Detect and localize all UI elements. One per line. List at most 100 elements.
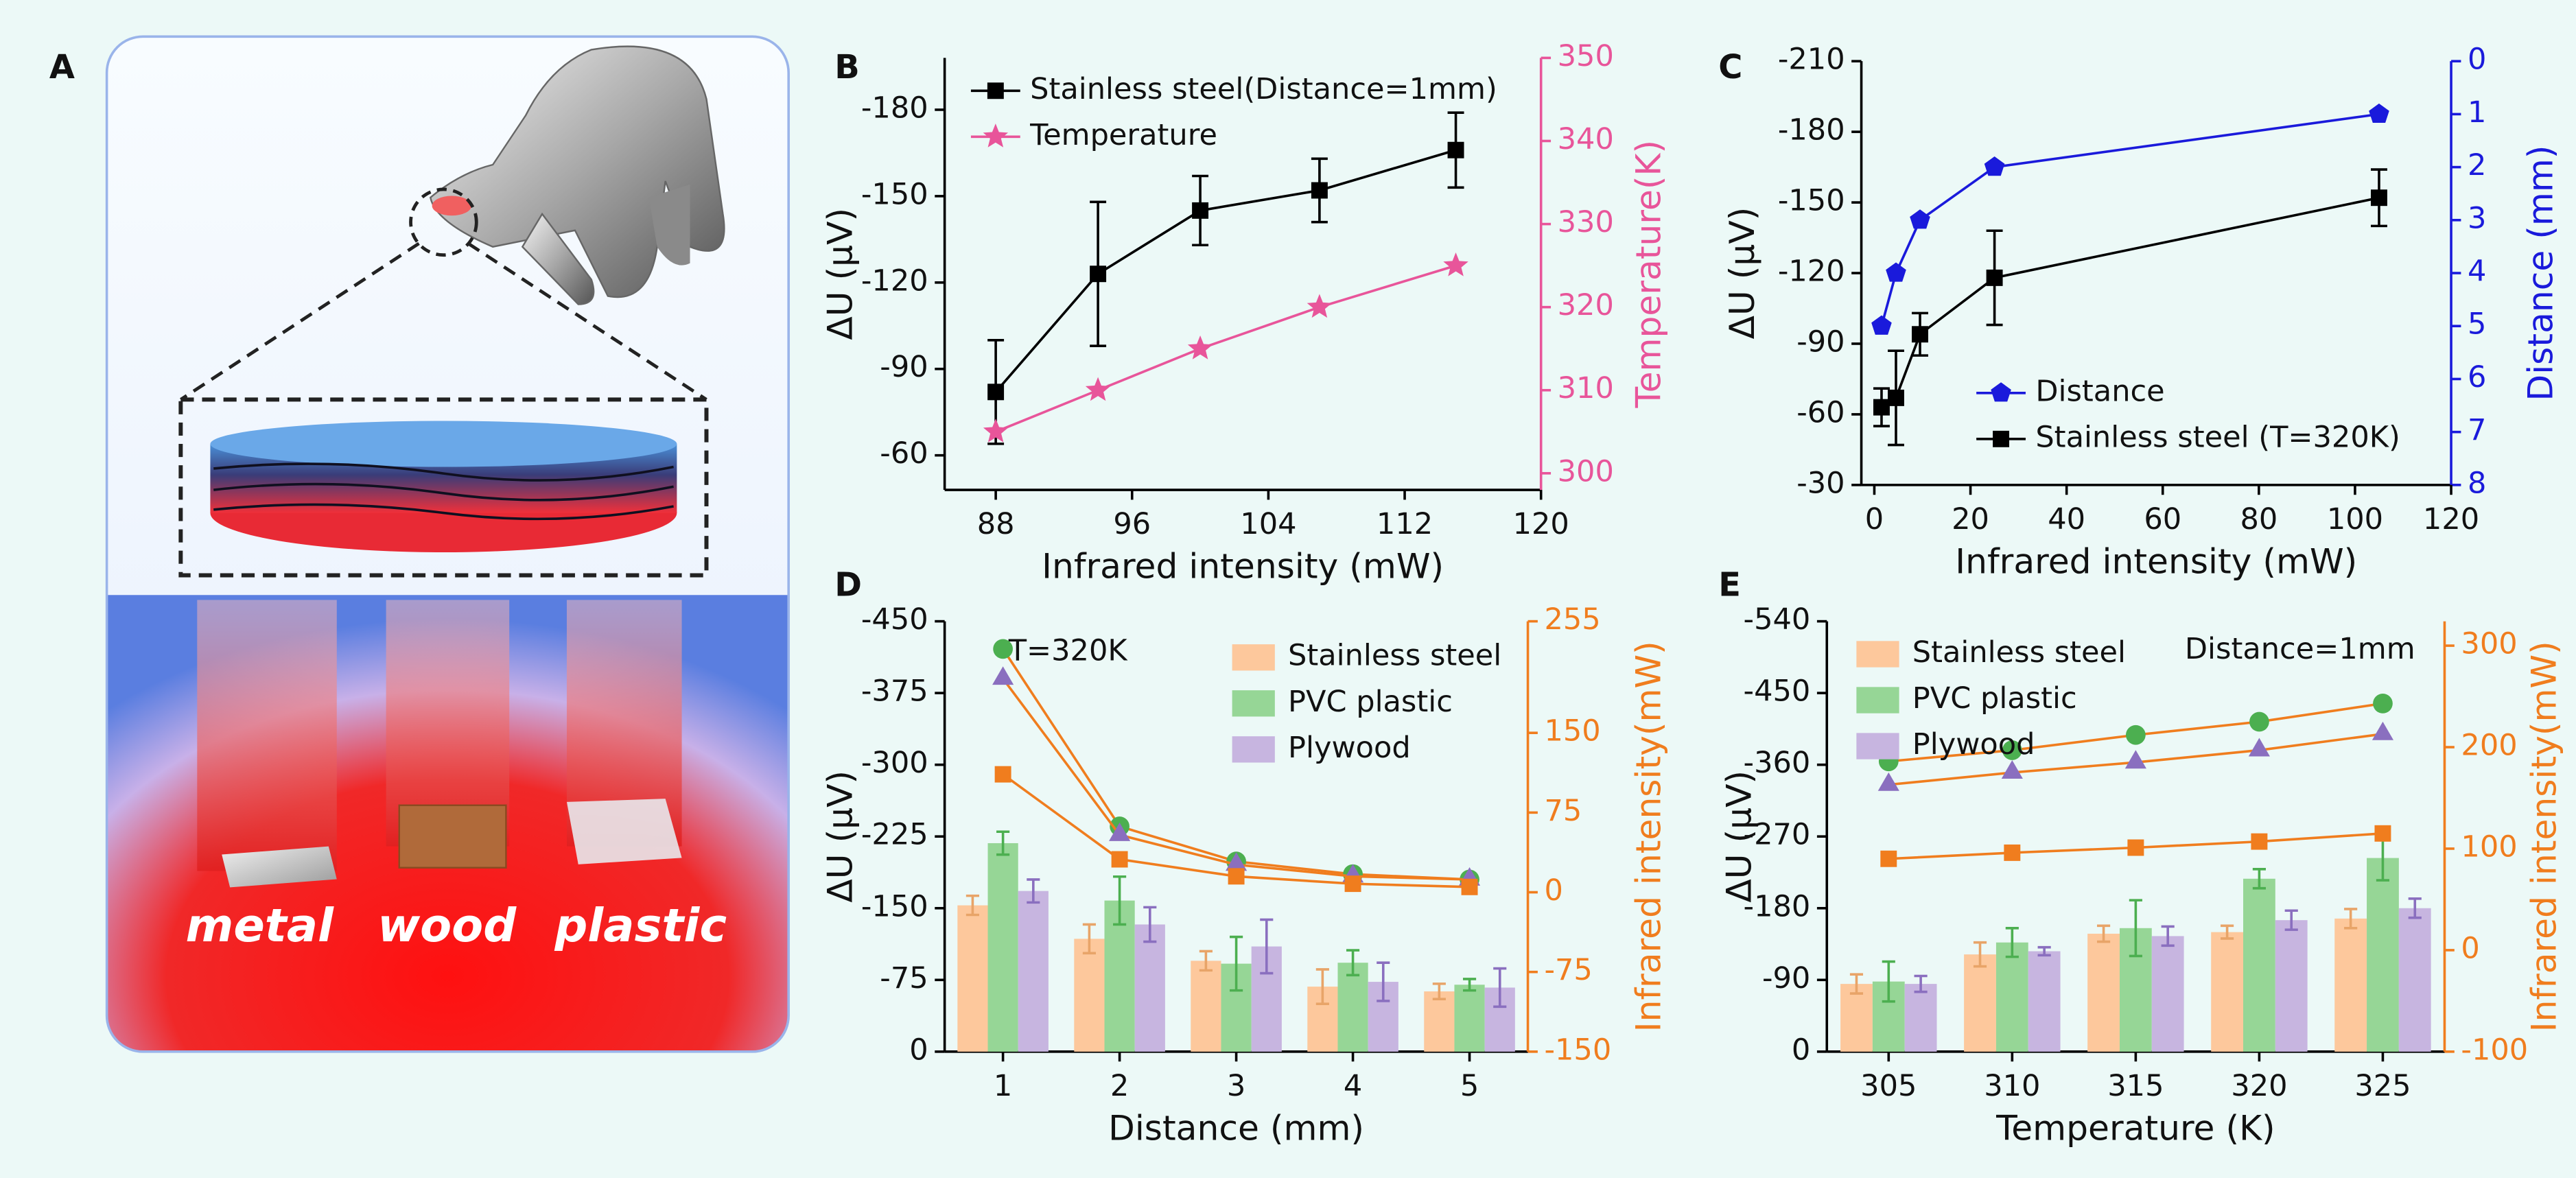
bar — [957, 905, 988, 1052]
y2-tick-label: 300 — [2461, 627, 2517, 661]
marker — [1311, 182, 1328, 199]
y-tick-label: -150 — [861, 177, 928, 211]
marker — [2248, 738, 2270, 757]
bar — [2028, 951, 2061, 1052]
error-bar — [2408, 897, 2422, 919]
legend-label: PVC plastic — [1288, 685, 1453, 719]
legend-swatch — [1856, 641, 1899, 668]
marker — [1192, 202, 1209, 219]
marker — [1886, 262, 1906, 282]
panel-label: E — [1718, 566, 1741, 604]
y2-axis-label: Temperature(K) — [1628, 140, 1669, 409]
y2-tick-label: 200 — [2461, 729, 2517, 763]
error-bar — [1462, 978, 1477, 992]
marker — [1187, 335, 1213, 360]
marker — [1984, 156, 2005, 176]
y2-axis-label: Distance (mm) — [2520, 145, 2561, 401]
bar — [1454, 985, 1485, 1052]
error-bar — [1914, 974, 1928, 993]
error-bar — [1027, 878, 1040, 904]
marker — [1344, 875, 1361, 893]
y-tick-label: -90 — [1762, 961, 1810, 996]
bar — [2334, 918, 2367, 1052]
y2-axis-label: Infrared intensity(mW) — [2523, 641, 2564, 1032]
marker — [1877, 772, 1899, 791]
marker — [1871, 315, 1892, 335]
error-bar — [1230, 935, 1243, 992]
bar — [2211, 932, 2244, 1052]
error-bar — [996, 830, 1010, 856]
y-tick-label: -150 — [861, 889, 928, 923]
error-bar — [1082, 923, 1096, 955]
x-tick-label: 20 — [1952, 502, 1989, 537]
y2-tick-label: 2 — [2468, 148, 2486, 182]
error-bar — [1113, 875, 1127, 926]
y2-tick-label: 1 — [2468, 95, 2486, 130]
y2-tick-label: 340 — [1558, 122, 1614, 156]
x-tick-label: 1 — [994, 1069, 1012, 1103]
annotation: T=320K — [1008, 634, 1129, 668]
y-tick-label: -225 — [861, 818, 928, 852]
x-tick-label: 96 — [1113, 507, 1151, 541]
bar — [2151, 936, 2184, 1052]
y2-tick-label: 5 — [2468, 307, 2486, 342]
y-tick-label: -375 — [861, 674, 928, 709]
material-label: wood — [377, 899, 517, 952]
y-tick-label: -540 — [1744, 602, 1811, 637]
panel-label: B — [834, 49, 860, 86]
error-bar — [1199, 950, 1213, 972]
error-bar — [2096, 924, 2111, 943]
y-tick-label: -180 — [861, 91, 928, 125]
x-tick-label: 0 — [1865, 502, 1884, 537]
marker — [2002, 740, 2022, 760]
x-tick-label: 2 — [1110, 1069, 1129, 1103]
error-bar — [1377, 961, 1390, 1002]
x-tick-label: 320 — [2231, 1069, 2287, 1103]
marker — [994, 766, 1011, 783]
marker — [2369, 103, 2389, 123]
x-tick-label: 120 — [1513, 507, 1569, 541]
y-tick-label: 0 — [1792, 1033, 1810, 1067]
y-axis-label: ΔU (μV) — [820, 208, 860, 340]
bar — [2398, 908, 2431, 1052]
error-bar — [1346, 949, 1360, 977]
legend-label: PVC plastic — [1912, 681, 2077, 716]
error-bar — [965, 894, 979, 917]
annotation: Distance=1mm — [2185, 632, 2415, 666]
y-tick-label: -120 — [1778, 255, 1845, 289]
marker — [2124, 750, 2146, 769]
y-tick-label: -300 — [861, 746, 928, 780]
y2-tick-label: 300 — [1558, 454, 1614, 488]
bar — [2087, 933, 2120, 1052]
error-bar — [1143, 906, 1157, 943]
legend-swatch — [1232, 690, 1275, 717]
marker — [1111, 851, 1128, 868]
legend-swatch — [1232, 736, 1275, 763]
x-tick-label: 5 — [1460, 1069, 1479, 1103]
y2-tick-label: 0 — [2468, 43, 2486, 77]
y-tick-label: -270 — [1744, 818, 1811, 852]
y-tick-label: -450 — [1744, 674, 1811, 709]
legend-label: Temperature — [1029, 118, 1217, 152]
error-bar — [1493, 967, 1507, 1009]
x-axis-label: Infrared intensity (mW) — [1042, 545, 1444, 586]
x-tick-label: 4 — [1344, 1069, 1362, 1103]
marker — [2371, 189, 2387, 207]
error-bar — [2161, 925, 2175, 947]
y2-tick-label: 7 — [2468, 413, 2486, 447]
y-tick-label: -75 — [880, 961, 928, 996]
legend-label: Stainless steel (T=320K) — [2035, 420, 2400, 454]
marker — [1912, 326, 1928, 343]
error-bar — [2005, 926, 2019, 958]
error-bar — [2129, 899, 2142, 958]
bar — [2367, 858, 2399, 1052]
x-tick-label: 310 — [1984, 1069, 2040, 1103]
bar — [2275, 920, 2308, 1052]
marker — [2251, 833, 2268, 850]
bar — [1840, 984, 1873, 1052]
legend-swatch — [1232, 644, 1275, 671]
